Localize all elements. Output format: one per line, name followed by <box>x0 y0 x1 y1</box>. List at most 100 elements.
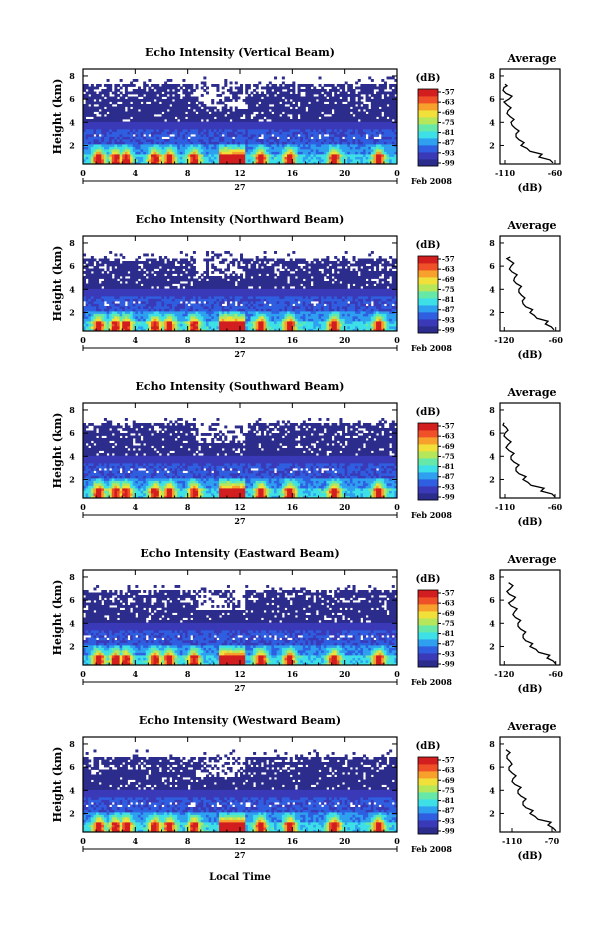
heatmap-cell <box>352 134 356 137</box>
heatmap-cell <box>347 156 351 160</box>
heatmap-cell <box>226 139 230 142</box>
heatmap-cell <box>117 326 121 329</box>
heatmap-cell <box>253 151 257 155</box>
heatmap-cell <box>237 131 241 135</box>
heatmap-cell <box>326 111 330 115</box>
heatmap-cell <box>109 323 113 327</box>
heatmap-cell <box>328 111 332 115</box>
heatmap-cell <box>240 121 244 125</box>
heatmap-cell <box>148 276 152 279</box>
heatmap-cell <box>323 99 327 102</box>
heatmap-cell <box>205 124 209 127</box>
heatmap-cell <box>229 286 233 289</box>
heatmap-cell <box>368 159 372 162</box>
heatmap-cell <box>226 136 230 140</box>
heatmap-cell <box>130 114 134 117</box>
heatmap-cell <box>124 124 128 127</box>
heatmap-cell <box>88 263 92 267</box>
heatmap-cell <box>135 156 139 160</box>
heatmap-cell <box>151 266 155 269</box>
heatmap-cell <box>195 281 199 284</box>
heatmap-cell <box>164 298 168 302</box>
heatmap-cell <box>148 159 152 162</box>
heatmap-cell <box>208 121 212 125</box>
heatmap-cell <box>315 134 319 137</box>
heatmap-cell <box>190 99 194 102</box>
heatmap-cell <box>90 316 94 319</box>
heatmap-cell <box>205 146 209 150</box>
heatmap-cell <box>169 288 173 292</box>
heatmap-cell <box>101 273 105 277</box>
heatmap-cell <box>83 281 87 284</box>
heatmap-cell <box>308 106 312 110</box>
heatmap-cell <box>137 159 141 162</box>
heatmap-cell <box>111 316 115 319</box>
heatmap-cell <box>151 156 155 160</box>
heatmap-cell <box>342 91 346 95</box>
heatmap-cell <box>143 146 147 150</box>
heatmap-cell <box>177 146 181 150</box>
heatmap-cell <box>117 94 121 97</box>
heatmap-cell <box>96 99 100 102</box>
heatmap-cell <box>151 276 155 279</box>
heatmap-cell <box>357 91 361 95</box>
heatmap-cell <box>313 121 317 125</box>
heatmap-cell <box>310 99 314 102</box>
heatmap-cell <box>83 161 87 165</box>
heatmap-cell <box>226 276 230 279</box>
heatmap-cell <box>370 91 374 95</box>
heatmap-cell <box>287 149 291 152</box>
heatmap-cell <box>247 86 251 90</box>
heatmap-cell <box>287 94 291 97</box>
heatmap-cell <box>153 144 157 147</box>
heatmap-cell <box>132 96 136 100</box>
heatmap-cell <box>169 144 173 147</box>
heatmap-cell <box>292 114 296 117</box>
heatmap-cell <box>349 144 353 147</box>
heatmap-cell <box>271 106 275 110</box>
heatmap-cell <box>190 111 194 115</box>
heatmap-cell <box>151 101 155 105</box>
heatmap-cell <box>117 306 121 309</box>
heatmap-cell <box>308 151 312 155</box>
heatmap-cell <box>302 136 306 140</box>
heatmap-cell <box>185 291 189 294</box>
heatmap-cell <box>200 81 204 85</box>
heatmap-cell <box>109 298 113 302</box>
heatmap-cell <box>182 109 186 112</box>
heatmap-cell <box>174 271 178 274</box>
heatmap-cell <box>130 146 134 150</box>
heatmap-cell <box>253 146 257 150</box>
heatmap-cell <box>381 89 385 92</box>
heatmap-cell <box>247 151 251 155</box>
heatmap-cell <box>302 114 306 117</box>
heatmap-cell <box>292 99 296 102</box>
heatmap-cell <box>179 286 183 289</box>
heatmap-cell <box>93 286 97 289</box>
heatmap-cell <box>266 121 270 125</box>
heatmap-cell <box>200 303 204 307</box>
heatmap-cell <box>161 141 165 145</box>
heatmap-cell <box>161 308 165 312</box>
heatmap-cell <box>331 126 335 130</box>
heatmap-cell <box>250 96 254 100</box>
heatmap-cell <box>328 101 332 105</box>
heatmap-cell <box>208 156 212 160</box>
heatmap-cell <box>394 131 398 135</box>
heatmap-cell <box>224 311 228 314</box>
heatmap-cell <box>258 139 262 142</box>
heatmap-cell <box>156 276 160 279</box>
heatmap-cell <box>211 303 215 307</box>
heatmap-cell <box>232 146 236 150</box>
heatmap-cell <box>182 149 186 152</box>
heatmap-cell <box>153 288 157 292</box>
heatmap-cell <box>85 134 89 137</box>
heatmap-cell <box>164 291 168 294</box>
heatmap-cell <box>103 288 107 292</box>
heatmap-cell <box>271 119 275 122</box>
heatmap-cell <box>357 141 361 145</box>
heatmap-cell <box>381 104 385 107</box>
heatmap-cell <box>289 134 293 137</box>
heatmap-cell <box>342 84 346 87</box>
heatmap-cell <box>349 151 353 155</box>
